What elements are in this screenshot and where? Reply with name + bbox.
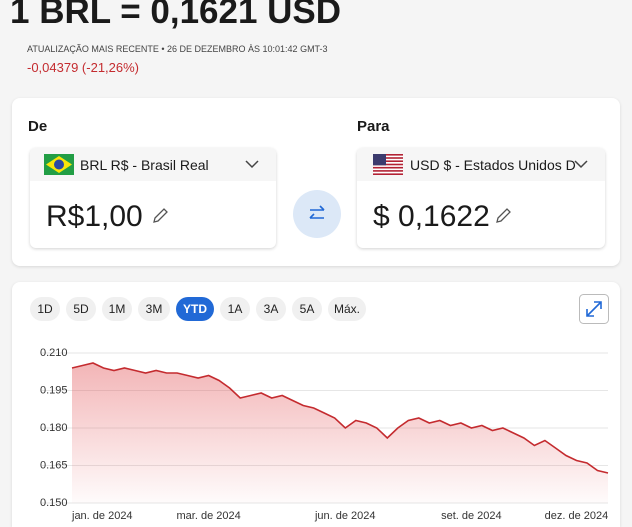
rate-title: 1 BRL = 0,1621 USD	[10, 0, 342, 31]
area	[72, 363, 608, 503]
update-time: ATUALIZAÇÃO MAIS RECENTE • 26 DE DEZEMBR…	[27, 44, 328, 54]
x-tick-label: jun. de 2024	[314, 510, 376, 522]
chevron[interactable]	[244, 158, 260, 170]
edit-icon[interactable]	[493, 206, 513, 226]
line	[71, 362, 609, 474]
chevron[interactable]	[573, 158, 589, 170]
to-box[interactable]: USD $ - Estados Unidos Dólar $ 0,1622	[357, 148, 605, 248]
y-tick-label: 0.150	[40, 497, 68, 509]
y-tick-label: 0.210	[40, 347, 68, 359]
edit-icon[interactable]	[150, 206, 170, 226]
swap-button[interactable]	[292, 189, 342, 239]
y-tick-label: 0.180	[40, 422, 68, 434]
range-button[interactable]: 3A	[256, 297, 286, 321]
range-button[interactable]: 1A	[220, 297, 250, 321]
rate-change: -0,04379 (-21,26%)	[27, 60, 140, 75]
to-amount[interactable]: $ 0,1622	[373, 200, 490, 233]
from-currency[interactable]: BRL R$ - Brasil Real	[80, 157, 209, 173]
from-label: De	[28, 118, 48, 135]
range-button[interactable]: 3M	[138, 297, 170, 321]
from-amount[interactable]: R$1,00	[46, 200, 143, 233]
y-tick-label: 0.165	[40, 459, 68, 471]
x-tick-label: dez. de 2024	[545, 510, 609, 522]
range-button[interactable]: Máx.	[328, 297, 366, 321]
range-button[interactable]: 1M	[102, 297, 132, 321]
range-button[interactable]: 1D	[30, 297, 60, 321]
to-label: Para	[357, 118, 390, 135]
from-box[interactable]: BRL R$ - Brasil Real R$1,00	[30, 148, 276, 248]
x-tick-label: jan. de 2024	[71, 510, 133, 522]
range-button[interactable]: 5D	[66, 297, 96, 321]
range-button[interactable]: 5A	[292, 297, 322, 321]
brazil-flag	[44, 154, 74, 175]
x-tick-label: mar. de 2024	[177, 510, 241, 522]
y-tick-label: 0.195	[40, 384, 68, 396]
x-tick-label: set. de 2024	[441, 510, 502, 522]
range-button[interactable]: YTD	[176, 297, 214, 321]
us-flag	[373, 154, 403, 175]
chart: 0.150 0.165 0.180 0.195 0.210 jan. de 2024 mar…	[40, 347, 609, 522]
expand-button[interactable]	[579, 294, 609, 324]
to-currency[interactable]: USD $ - Estados Unidos Dólar	[410, 157, 576, 173]
